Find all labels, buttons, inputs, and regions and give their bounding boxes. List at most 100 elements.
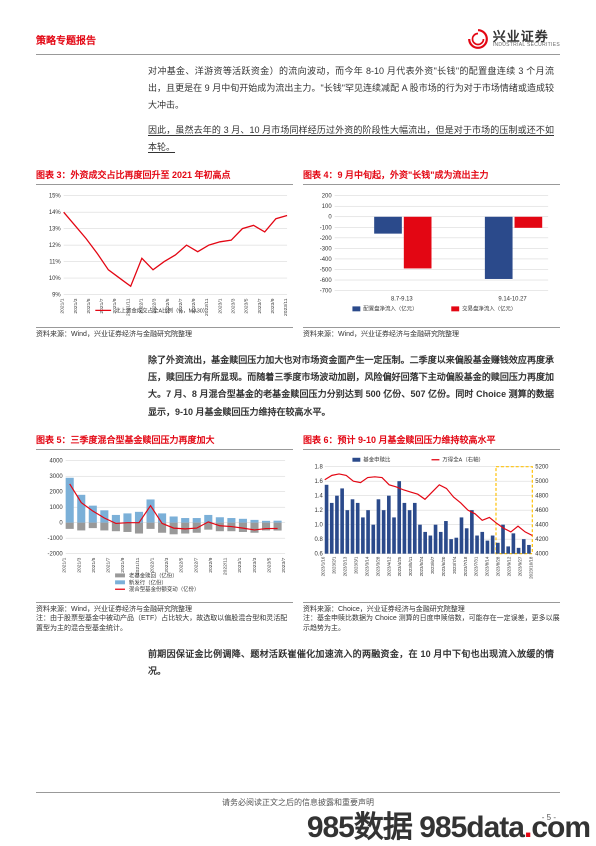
svg-text:-2000: -2000 <box>48 551 64 557</box>
svg-text:9%: 9% <box>52 293 61 299</box>
svg-text:万得全A（右轴）: 万得全A（右轴） <box>442 455 484 463</box>
svg-text:1000: 1000 <box>50 505 64 511</box>
body-para-2: 因此，虽然去年的 3 月、10 月市场同样经历过外资的阶段性大幅流出，但是对于市… <box>148 122 554 156</box>
chart6: 1.81.61.41.21.00.80.6 520050004800460044… <box>303 454 560 594</box>
chart5-source: 资料来源：Wind，兴业证券经济与金融研究院整理 注：由于股票型基金中被动产品（… <box>36 602 293 634</box>
svg-text:2021/3: 2021/3 <box>73 299 79 314</box>
svg-text:-700: -700 <box>320 289 333 295</box>
svg-text:2022/9: 2022/9 <box>208 557 214 572</box>
body-para-3: 除了外资流出，基金赎回压力加大也对市场资金面产生一定压制。二季度以来偏股基金赚钱… <box>148 352 554 420</box>
svg-text:2023/3/1: 2023/3/1 <box>354 556 359 574</box>
svg-text:-200: -200 <box>320 236 333 242</box>
svg-text:2023/7/4: 2023/7/4 <box>452 556 457 574</box>
svg-text:-500: -500 <box>320 268 333 274</box>
svg-text:2022/11: 2022/11 <box>223 557 229 575</box>
svg-text:2023/7: 2023/7 <box>257 299 263 314</box>
svg-text:2023/6/20: 2023/6/20 <box>441 556 446 576</box>
svg-text:4400: 4400 <box>535 522 549 528</box>
svg-text:10%: 10% <box>49 276 62 282</box>
svg-text:2022/5: 2022/5 <box>179 557 185 572</box>
report-category: 策略专题报告 <box>36 32 96 47</box>
svg-text:0.8: 0.8 <box>315 537 324 543</box>
svg-text:2023/5: 2023/5 <box>266 557 272 572</box>
svg-text:配置盘净流入（亿元）: 配置盘净流入（亿元） <box>363 305 417 313</box>
body-para-1: 对冲基金、洋游资等活跃资金）的流向波动，而今年 8-10 月代表外资"长钱"的配… <box>148 63 554 114</box>
svg-text:9.14-10.27: 9.14-10.27 <box>498 297 526 303</box>
svg-text:-1000: -1000 <box>48 536 64 542</box>
svg-text:2023/3/14: 2023/3/14 <box>364 556 369 576</box>
svg-text:2023/1: 2023/1 <box>237 557 243 572</box>
svg-text:2021/7: 2021/7 <box>99 299 105 314</box>
svg-text:15%: 15% <box>49 194 62 200</box>
svg-text:13%: 13% <box>49 227 62 233</box>
svg-text:北上资金成交占全A比例（%，MA30）: 北上资金成交占全A比例（%，MA30） <box>115 307 208 315</box>
svg-text:2000: 2000 <box>50 489 64 495</box>
svg-text:交易盘净流入（亿元）: 交易盘净流入（亿元） <box>462 305 516 313</box>
svg-text:基金申赎比: 基金申赎比 <box>363 455 391 463</box>
svg-text:1.8: 1.8 <box>315 464 324 470</box>
svg-text:4000: 4000 <box>535 551 549 557</box>
svg-text:2022/1: 2022/1 <box>149 557 155 572</box>
svg-text:2023/1: 2023/1 <box>217 299 223 314</box>
svg-text:2021/9: 2021/9 <box>120 557 126 572</box>
svg-text:4000: 4000 <box>50 458 64 464</box>
svg-text:1.4: 1.4 <box>315 493 324 499</box>
svg-text:2023/7: 2023/7 <box>281 557 287 572</box>
svg-text:3000: 3000 <box>50 474 64 480</box>
svg-text:-600: -600 <box>320 278 333 284</box>
svg-text:11%: 11% <box>49 260 61 266</box>
svg-text:新发行（亿份）: 新发行（亿份） <box>129 578 167 586</box>
svg-text:200: 200 <box>322 194 333 200</box>
chart3-title: 图表 3：外资成交占比再度回升至 2021 年初高点 <box>36 168 293 185</box>
svg-text:2021/1: 2021/1 <box>62 557 68 572</box>
svg-text:-300: -300 <box>320 247 333 253</box>
svg-text:2023/6/7: 2023/6/7 <box>430 556 435 574</box>
svg-text:2023/2/1: 2023/2/1 <box>332 556 337 574</box>
svg-text:2023/8/14: 2023/8/14 <box>485 556 490 576</box>
svg-text:1.0: 1.0 <box>315 522 324 528</box>
chart6-source: 资料来源：Choice，兴业证券经济与金融研究院整理 注：基金申赎比数据为 Ch… <box>303 602 560 634</box>
chart4: 2001000-100-200-300-400-500-600-700 8.7-… <box>303 189 560 319</box>
svg-text:-400: -400 <box>320 257 333 263</box>
svg-text:2023/5: 2023/5 <box>244 299 250 314</box>
svg-text:2022/3: 2022/3 <box>164 557 170 572</box>
chart4-title: 图表 4：9 月中旬起，外资"长钱"成为流出主力 <box>303 168 560 185</box>
svg-text:100: 100 <box>322 205 333 211</box>
chart3-source: 资料来源：Wind，兴业证券经济与金融研究院整理 <box>36 327 293 340</box>
charts-row-2: 图表 5：三季度混合型基金赎回压力再度加大 40003000200010000-… <box>36 433 560 634</box>
svg-text:2023/4/25: 2023/4/25 <box>397 556 402 576</box>
svg-text:2023/8/28: 2023/8/28 <box>496 556 501 576</box>
svg-text:2023/7/18: 2023/7/18 <box>463 556 468 576</box>
svg-text:1.6: 1.6 <box>315 479 324 485</box>
svg-text:4200: 4200 <box>535 537 549 543</box>
svg-text:2023/9: 2023/9 <box>270 299 276 314</box>
chart5: 40003000200010000-1000-2000 2021/12021/3… <box>36 454 293 594</box>
chart3: 15%14%13%12%11%10%9% 2021/12021/32021/52… <box>36 189 293 319</box>
svg-text:2021/5: 2021/5 <box>91 557 97 572</box>
svg-text:2023/5/11: 2023/5/11 <box>408 556 413 576</box>
svg-text:2023/3: 2023/3 <box>231 299 237 314</box>
charts-row-1: 图表 3：外资成交占比再度回升至 2021 年初高点 15%14%13%12%1… <box>36 168 560 340</box>
svg-text:4600: 4600 <box>535 508 549 514</box>
svg-text:2023/1/16: 2023/1/16 <box>321 556 326 576</box>
svg-text:2023/11: 2023/11 <box>283 299 289 317</box>
svg-text:2023/5/24: 2023/5/24 <box>419 556 424 576</box>
svg-text:2023/10/18: 2023/10/18 <box>528 556 533 579</box>
page-header: 策略专题报告 兴业证券 INDUSTRIAL SECURITIES <box>36 28 560 55</box>
svg-text:混合型基金份额变动（亿份）: 混合型基金份额变动（亿份） <box>129 585 199 593</box>
svg-text:5000: 5000 <box>535 479 549 485</box>
svg-text:2023/4/12: 2023/4/12 <box>386 556 391 576</box>
svg-text:12%: 12% <box>49 244 62 250</box>
svg-text:2021/1: 2021/1 <box>60 299 66 314</box>
svg-text:5200: 5200 <box>535 464 549 470</box>
body-para-4: 前期因保证金比例调降、题材活跃崔催化加速流入的两融资金，在 10 月中下旬也出现… <box>148 646 554 680</box>
watermark: 985数据 985data.com <box>307 802 590 846</box>
svg-text:2022/7: 2022/7 <box>193 557 199 572</box>
svg-text:4800: 4800 <box>535 493 549 499</box>
svg-text:-100: -100 <box>320 226 333 232</box>
svg-text:2023/9/27: 2023/9/27 <box>517 556 522 576</box>
svg-text:2023/3/28: 2023/3/28 <box>375 556 380 576</box>
logo-en: INDUSTRIAL SECURITIES <box>493 43 560 48</box>
svg-text:2023/3: 2023/3 <box>252 557 258 572</box>
svg-text:1.2: 1.2 <box>315 508 323 514</box>
